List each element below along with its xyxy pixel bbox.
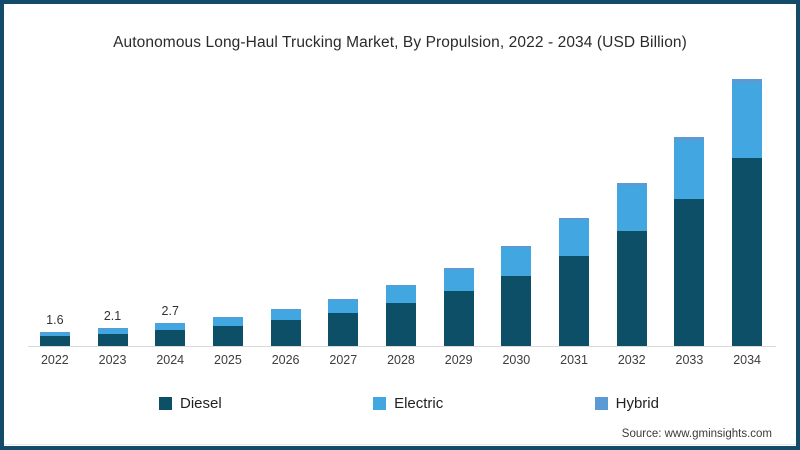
bar-value-label-2022: 1.6 <box>46 312 64 327</box>
bar-segment-hybrid-2033 <box>674 137 705 141</box>
bar-segment-hybrid-2022 <box>39 331 70 333</box>
bar-group-2024: 2.7 <box>141 76 199 346</box>
x-tick-label-2032: 2032 <box>617 353 646 367</box>
bar-2026 <box>270 308 301 346</box>
bar-2031 <box>559 218 590 346</box>
bar-group-2026 <box>257 76 315 346</box>
x-tick-label-2024: 2024 <box>156 353 185 367</box>
bar-group-2022: 1.6 <box>26 76 84 346</box>
plot-area: 1.6 2.1 2.7 <box>26 76 776 347</box>
x-tick-label-2030: 2030 <box>502 353 531 367</box>
bar-group-2030 <box>488 76 546 346</box>
footer-divider <box>4 444 796 445</box>
bar-segment-diesel-2028 <box>385 303 416 346</box>
x-tick-label-2029: 2029 <box>444 353 473 367</box>
bar-group-2032 <box>603 76 661 346</box>
bars-container: 1.6 2.1 2.7 <box>26 76 776 346</box>
bar-segment-electric-2031 <box>559 220 590 257</box>
bar-segment-diesel-2029 <box>443 291 474 346</box>
bar-2029 <box>443 268 474 346</box>
legend-item-electric: Electric <box>373 395 443 412</box>
x-axis-line <box>28 346 776 347</box>
bar-segment-diesel-2026 <box>270 319 301 346</box>
bar-2033 <box>674 137 705 346</box>
x-tick-label-2022: 2022 <box>40 353 69 367</box>
bar-value-label-2023: 2.1 <box>103 308 122 323</box>
legend-label-hybrid: Hybrid <box>615 395 659 412</box>
x-tick-label-2023: 2023 <box>98 353 127 367</box>
bar-segment-diesel-2030 <box>501 275 532 346</box>
bar-2023 <box>97 327 128 346</box>
bar-segment-electric-2022 <box>39 332 70 337</box>
bar-2028 <box>385 285 416 346</box>
bar-segment-electric-2030 <box>501 247 532 276</box>
bar-segment-diesel-2024 <box>155 329 186 346</box>
bar-segment-hybrid-2023 <box>97 327 128 329</box>
bar-segment-electric-2029 <box>443 269 474 292</box>
bar-segment-diesel-2025 <box>212 325 243 346</box>
bar-2024 <box>155 322 186 346</box>
chart-title: Autonomous Long-Haul Trucking Market, By… <box>113 34 687 51</box>
bar-2032 <box>616 182 647 346</box>
bar-segment-diesel-2022 <box>39 336 70 346</box>
bar-segment-diesel-2033 <box>674 199 705 346</box>
bar-segment-electric-2032 <box>616 185 647 232</box>
bar-segment-hybrid-2034 <box>732 79 763 84</box>
bar-segment-hybrid-2024 <box>155 322 186 324</box>
bar-2025 <box>212 317 243 346</box>
legend-label-diesel: Diesel <box>180 395 222 412</box>
x-axis-tick-row: 2022 2023 2024 2025 2026 2027 2028 2029 2030 2031… <box>26 353 776 367</box>
x-tick-label-2033: 2033 <box>675 353 704 367</box>
legend-item-diesel: Diesel <box>159 395 222 412</box>
bar-group-2031 <box>545 76 603 346</box>
bar-group-2023: 2.1 <box>84 76 142 346</box>
bar-segment-electric-2023 <box>97 328 128 334</box>
bar-segment-electric-2034 <box>732 83 763 159</box>
bar-group-2033 <box>661 76 719 346</box>
bar-segment-diesel-2027 <box>328 312 359 346</box>
bar-segment-hybrid-2028 <box>385 285 416 287</box>
legend-marker-diesel-icon <box>159 397 172 410</box>
x-tick-label-2031: 2031 <box>560 353 588 367</box>
legend-label-electric: Electric <box>394 395 444 412</box>
x-tick-label-2034: 2034 <box>733 353 761 367</box>
bar-segment-hybrid-2027 <box>328 298 359 300</box>
bar-segment-electric-2026 <box>270 309 301 320</box>
legend-item-hybrid: Hybrid <box>594 395 659 412</box>
bar-group-2029 <box>430 76 488 346</box>
bar-segment-electric-2027 <box>328 299 359 313</box>
bar-group-2034 <box>718 76 776 346</box>
bar-segment-electric-2033 <box>674 140 705 200</box>
bar-segment-diesel-2023 <box>97 333 128 346</box>
bar-segment-diesel-2034 <box>732 158 763 346</box>
legend: Diesel Electric Hybrid <box>159 395 659 412</box>
x-tick-label-2027: 2027 <box>329 353 358 367</box>
bar-group-2027 <box>314 76 372 346</box>
bar-segment-diesel-2032 <box>616 231 647 346</box>
bar-2034 <box>732 79 763 346</box>
bar-group-2025 <box>199 76 257 346</box>
bar-group-2028 <box>372 76 430 346</box>
bar-2027 <box>328 298 359 346</box>
bar-segment-electric-2025 <box>212 317 243 326</box>
bar-segment-electric-2028 <box>385 286 416 304</box>
x-tick-label-2028: 2028 <box>387 353 415 367</box>
bar-segment-hybrid-2025 <box>212 317 243 318</box>
legend-marker-electric-icon <box>373 397 387 410</box>
x-tick-label-2025: 2025 <box>214 353 242 367</box>
bar-segment-hybrid-2032 <box>616 182 647 186</box>
x-tick-label-2026: 2026 <box>271 353 300 367</box>
bar-value-label-2024: 2.7 <box>161 303 179 318</box>
bar-segment-electric-2024 <box>155 323 186 330</box>
bar-segment-diesel-2031 <box>559 256 590 346</box>
bar-segment-hybrid-2026 <box>270 308 301 310</box>
bar-segment-hybrid-2029 <box>443 268 474 270</box>
source-text: Source: www.gminsights.com <box>621 428 772 440</box>
bar-segment-hybrid-2031 <box>559 218 590 221</box>
legend-marker-hybrid-icon <box>594 397 608 410</box>
bar-2022 <box>39 331 70 346</box>
bar-segment-hybrid-2030 <box>501 246 532 248</box>
bar-2030 <box>501 246 532 346</box>
